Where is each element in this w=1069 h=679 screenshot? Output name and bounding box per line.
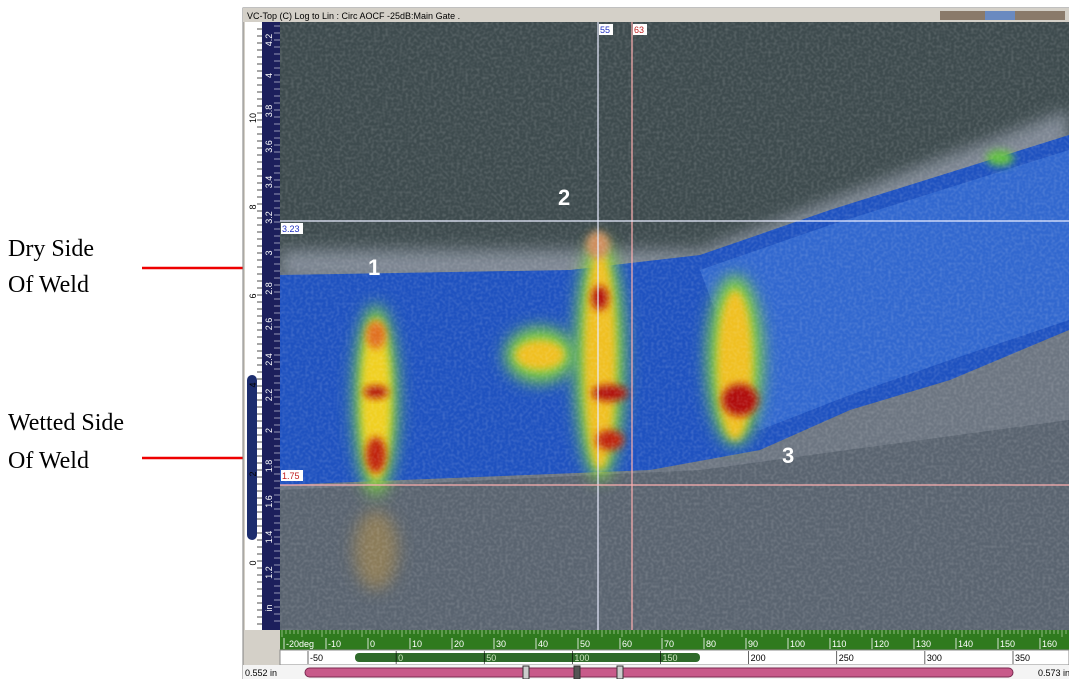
indication-label: 1 (368, 255, 380, 280)
position-slider[interactable] (305, 668, 1013, 677)
ruler-label: 4 (248, 382, 258, 387)
ruler-label: 0 (248, 560, 258, 565)
annotations: Dry Side Of Weld Wetted Side Of Weld (8, 236, 264, 474)
ruler-label: 30 (496, 639, 506, 649)
indication-label: 2 (558, 185, 570, 210)
ruler-label: 160 (1042, 639, 1057, 649)
ruler-label: 0 (370, 639, 375, 649)
scroll-thumb[interactable] (247, 375, 257, 540)
ruler-label: 6 (248, 293, 258, 298)
ruler-label: 150 (1000, 639, 1015, 649)
ruler-label: 300 (927, 653, 942, 663)
cursor-label: 3.23 (282, 224, 300, 234)
indication-label: 3 (782, 443, 794, 468)
ruler-angle (280, 630, 1069, 650)
slider-handle[interactable] (523, 666, 529, 679)
cscan-image (280, 22, 1069, 630)
ruler-label: 50 (580, 639, 590, 649)
slider-handle[interactable] (574, 666, 580, 679)
ruler-label: 80 (706, 639, 716, 649)
end-position: 0.573 in (1038, 668, 1069, 678)
ruler-label: 70 (664, 639, 674, 649)
annotation-text: Dry Side (8, 236, 94, 262)
cursor-label: 1.75 (282, 471, 300, 481)
ruler-label: 50 (486, 653, 496, 663)
ruler-label: 10 (412, 639, 422, 649)
ruler-label: 2 (248, 471, 258, 476)
ruler-label: 200 (751, 653, 766, 663)
ruler-label: 1.2 (264, 566, 274, 579)
ruler-label: 250 (839, 653, 854, 663)
ruler-label: 2.6 (264, 318, 274, 331)
ruler-label: 4 (264, 73, 274, 78)
cursor-label: 55 (600, 25, 610, 35)
ruler-label: 350 (1015, 653, 1030, 663)
ruler-label: 140 (958, 639, 973, 649)
ruler-label: 4.2 (264, 34, 274, 47)
cursor-label: 63 (634, 25, 644, 35)
ruler-label: -50 (310, 653, 323, 663)
ruler-label: 10 (248, 113, 258, 123)
ruler-label: 2.2 (264, 389, 274, 402)
annotation-text: Of Weld (8, 272, 89, 298)
slider-handle[interactable] (617, 666, 623, 679)
ruler-label: 130 (916, 639, 931, 649)
ruler-label: 90 (748, 639, 758, 649)
ruler-label: 3.8 (264, 105, 274, 118)
ruler-label: 100 (574, 653, 589, 663)
ruler-label: 1.8 (264, 460, 274, 473)
ruler-label: 3.4 (264, 176, 274, 189)
scan-range (355, 653, 700, 662)
ruler-label: 60 (622, 639, 632, 649)
ruler-label: 40 (538, 639, 548, 649)
start-position: 0.552 in (245, 668, 277, 678)
window-title: VC-Top (C) Log to Lin : Circ AOCF -25dB:… (247, 11, 460, 21)
ruler-label: 8 (248, 204, 258, 209)
ruler-label: 120 (874, 639, 889, 649)
screen: Dry Side Of Weld Wetted Side Of Weld VC-… (0, 0, 1069, 679)
ruler-label: 3.6 (264, 140, 274, 153)
ruler-label: 2 (264, 428, 274, 433)
palette-strip (985, 11, 1015, 20)
ruler-label: -20deg (286, 639, 314, 649)
ruler-label: 2.4 (264, 353, 274, 366)
ruler-label: 20 (454, 639, 464, 649)
ruler-label: -10 (328, 639, 341, 649)
ruler-label: 1.6 (264, 495, 274, 508)
ruler-label: 3 (264, 250, 274, 255)
ruler-label: 1.4 (264, 531, 274, 544)
annotation-text: Of Weld (8, 448, 89, 474)
ruler-label: 110 (832, 639, 846, 649)
annotation-text: Wetted Side (8, 410, 124, 436)
ruler-label: 0 (398, 653, 403, 663)
ruler-label: 2.8 (264, 282, 274, 295)
ruler-label: in (264, 604, 274, 611)
ruler-label: 150 (663, 653, 678, 663)
ruler-label: 3.2 (264, 211, 274, 224)
ruler-label: 100 (790, 639, 805, 649)
